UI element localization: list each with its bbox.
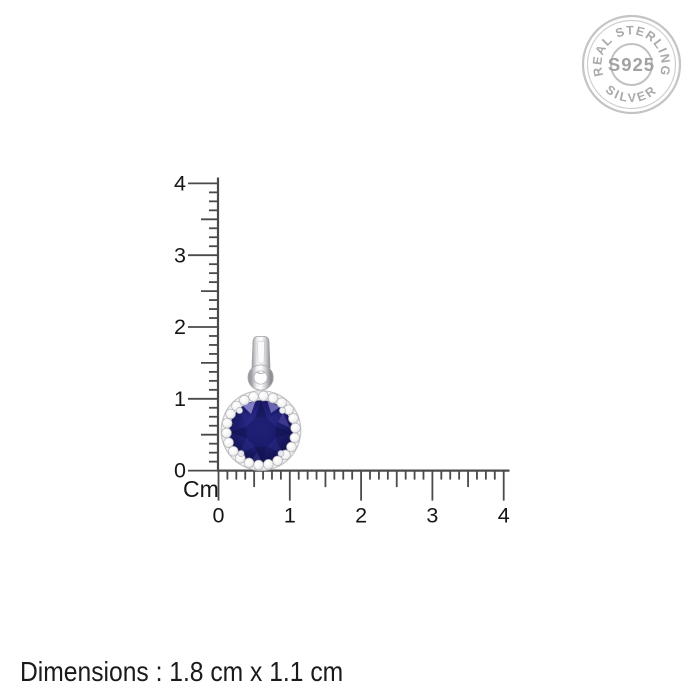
vertical-ruler-labels: 4 3 2 1 0 (174, 172, 186, 483)
horizontal-ruler-ticks (217, 470, 505, 501)
v-ruler-label-2: 2 (174, 315, 186, 339)
h-ruler-label-1: 1 (284, 504, 296, 528)
blue-stone-halo-pendant (220, 336, 302, 471)
h-ruler-label-3: 3 (426, 504, 438, 528)
vertical-ruler-ticks (188, 182, 218, 472)
h-ruler-label-2: 2 (355, 504, 367, 528)
horizontal-ruler-labels: 0 1 2 3 4 (213, 504, 510, 528)
pendant-jump-ring (247, 364, 274, 391)
seal-outer-ring (581, 14, 682, 115)
v-ruler-label-1: 1 (174, 387, 186, 411)
unit-label: Cm (183, 476, 219, 502)
v-ruler-label-4: 4 (174, 172, 186, 196)
sterling-silver-seal: REAL STERLING SILVER S925 (581, 14, 682, 115)
seal-purity-mark: S925 (608, 54, 655, 75)
v-ruler-label-3: 3 (174, 243, 186, 267)
measurement-rulers: 4 3 2 1 0 0 1 2 3 4 Cm (174, 172, 510, 528)
h-ruler-label-0: 0 (213, 504, 225, 528)
seal-center-ring (610, 43, 653, 86)
pendant-bail (251, 336, 271, 374)
gemstone-facets (229, 401, 293, 464)
h-ruler-label-4: 4 (498, 504, 510, 528)
gemstone-prongs (236, 407, 286, 457)
dimensions-text: Dimensions : 1.8 cm x 1.1 cm (20, 656, 344, 687)
v-ruler-label-0: 0 (174, 459, 186, 483)
gemstone-highlights (243, 400, 290, 462)
seal-inner-edge-ring (586, 19, 677, 110)
